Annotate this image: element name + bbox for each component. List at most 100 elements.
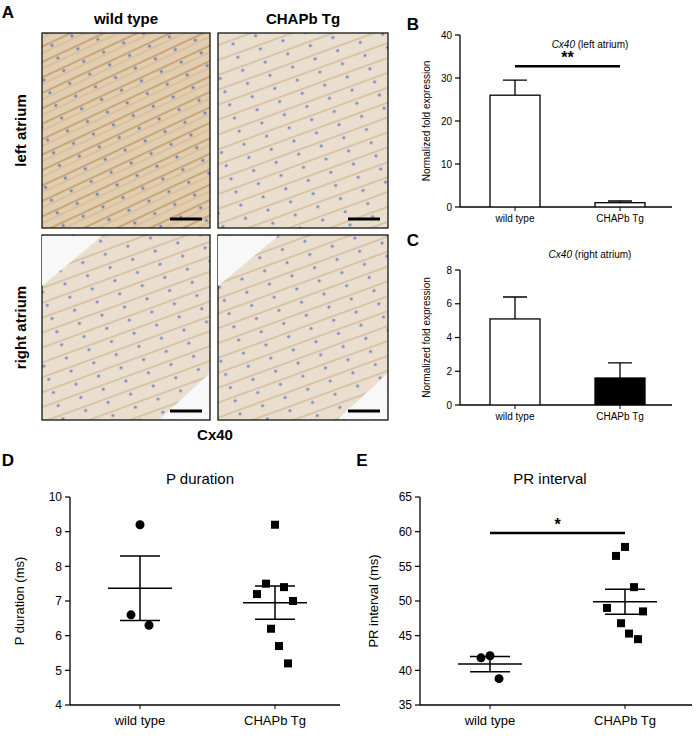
y-tick-label: 6 bbox=[55, 629, 62, 643]
panel: CCx40 (right atrium)02468Normalized fold… bbox=[407, 231, 672, 422]
y-tick-label: 10 bbox=[441, 159, 453, 170]
y-tick-label: 8 bbox=[446, 265, 452, 276]
y-tick-label: 45 bbox=[399, 629, 413, 643]
y-tick-label: 5 bbox=[55, 664, 62, 678]
y-axis-label: PR interval (ms) bbox=[366, 554, 381, 647]
error-bar bbox=[503, 80, 527, 95]
panel: DP duration45678910P duration (ms)wild t… bbox=[2, 451, 340, 728]
y-tick-label: 7 bbox=[55, 594, 62, 608]
y-tick-label: 65 bbox=[399, 490, 413, 504]
y-tick-label: 4 bbox=[446, 332, 452, 343]
y-tick-label: 35 bbox=[399, 698, 413, 712]
y-tick bbox=[455, 269, 460, 270]
y-tick bbox=[65, 600, 70, 601]
point bbox=[289, 597, 297, 605]
y-tick bbox=[415, 531, 420, 532]
row-label: right atrium bbox=[12, 286, 29, 369]
y-tick-label: 55 bbox=[399, 560, 413, 574]
error-bar bbox=[608, 363, 632, 378]
sem-bar bbox=[120, 556, 160, 620]
x-tick-label: CHAPb Tg bbox=[244, 713, 306, 728]
column-header: CHAPb Tg bbox=[266, 10, 340, 27]
y-tick bbox=[415, 600, 420, 601]
x-tick bbox=[625, 705, 626, 709]
y-tick bbox=[65, 635, 70, 636]
sem-bar bbox=[255, 586, 295, 619]
sem-bar bbox=[605, 589, 645, 614]
y-tick bbox=[455, 34, 460, 35]
bar bbox=[490, 319, 540, 405]
lumen bbox=[42, 236, 102, 286]
x-tick bbox=[140, 705, 141, 709]
y-tick bbox=[415, 670, 420, 671]
x-tick-label: CHAPb Tg bbox=[596, 411, 644, 422]
lumen bbox=[338, 374, 387, 419]
y-tick bbox=[455, 77, 460, 78]
scale-bar bbox=[348, 410, 380, 413]
point bbox=[145, 621, 154, 630]
title-part: (right atrium) bbox=[572, 249, 631, 260]
micrograph bbox=[42, 33, 210, 228]
lumen bbox=[218, 236, 278, 286]
micrograph bbox=[218, 235, 388, 420]
x-tick bbox=[620, 405, 621, 409]
point bbox=[603, 604, 611, 612]
y-tick-label: 10 bbox=[49, 490, 63, 504]
y-tick-label: 50 bbox=[399, 594, 413, 608]
panel: EPR interval35404550556065PR interval (m… bbox=[356, 451, 692, 728]
significance-label: ** bbox=[561, 49, 574, 66]
stain-label: Cx40 bbox=[197, 426, 233, 443]
panel-label: A bbox=[2, 3, 14, 22]
y-axis-label: Normalized fold expression bbox=[421, 277, 432, 398]
point bbox=[612, 552, 620, 560]
y-tick bbox=[455, 206, 460, 207]
y-tick bbox=[415, 566, 420, 567]
figure: Awild type CHAPb Tg left atrium right atriu… bbox=[0, 0, 698, 741]
x-tick-label: CHAPb Tg bbox=[596, 213, 644, 224]
y-tick bbox=[415, 635, 420, 636]
y-tick-label: 0 bbox=[446, 400, 452, 411]
title: Cx40 (right atrium) bbox=[549, 249, 632, 260]
panel-label: D bbox=[2, 451, 14, 470]
y-tick-label: 30 bbox=[441, 73, 453, 84]
plot-area bbox=[490, 80, 645, 207]
lumen bbox=[160, 374, 209, 419]
y-tick bbox=[65, 566, 70, 567]
y-tick-label: 40 bbox=[441, 30, 453, 41]
row-label: left atrium bbox=[12, 94, 29, 167]
bar bbox=[490, 95, 540, 207]
bar bbox=[595, 378, 645, 405]
x-tick bbox=[490, 705, 491, 709]
y-tick bbox=[65, 704, 70, 705]
column-header: wild type bbox=[93, 10, 158, 27]
point bbox=[136, 520, 145, 529]
y-tick bbox=[455, 303, 460, 304]
y-tick bbox=[455, 120, 460, 121]
x-tick-label: wild type bbox=[114, 713, 166, 728]
y-tick-label: 40 bbox=[399, 664, 413, 678]
plot-area bbox=[458, 543, 657, 683]
scale-bar bbox=[170, 410, 202, 413]
title-part: Cx40 bbox=[549, 249, 573, 260]
y-tick-label: 60 bbox=[399, 525, 413, 539]
y-tick bbox=[65, 670, 70, 671]
panel: BCx40 (left atrium)010203040Normalized f… bbox=[407, 15, 672, 224]
point bbox=[621, 543, 629, 551]
x-tick bbox=[275, 705, 276, 709]
error-bar bbox=[608, 201, 632, 203]
panel-label: C bbox=[407, 231, 419, 250]
micrograph bbox=[42, 235, 210, 420]
bar bbox=[595, 203, 645, 207]
plot-area bbox=[490, 297, 645, 405]
y-axis-label: P duration (ms) bbox=[12, 557, 27, 646]
title: P duration bbox=[166, 470, 234, 487]
point bbox=[495, 674, 504, 683]
significance-label: * bbox=[554, 516, 561, 533]
title: PR interval bbox=[513, 470, 586, 487]
y-axis-label: Normalized fold expression bbox=[421, 61, 432, 182]
x-axis bbox=[70, 704, 340, 705]
sem-bar bbox=[470, 656, 510, 671]
x-tick-label: CHAPb Tg bbox=[594, 713, 656, 728]
point bbox=[617, 619, 625, 627]
y-tick-label: 0 bbox=[446, 202, 452, 213]
